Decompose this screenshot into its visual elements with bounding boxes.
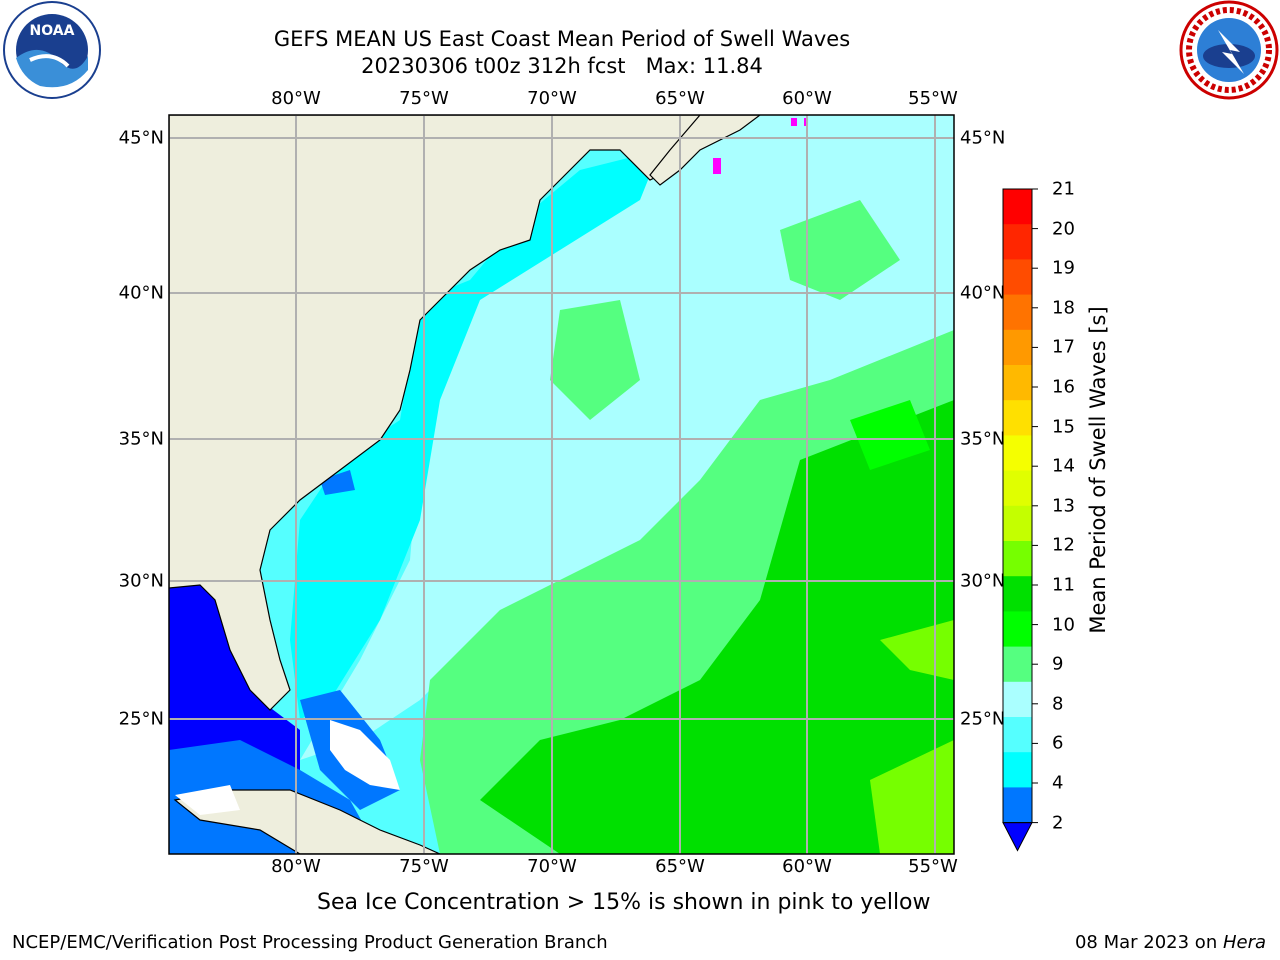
colorbar-segment [1003,787,1032,824]
lat-label-left: 45°N [118,127,164,149]
footer-date-text: 08 Mar 2023 on [1074,932,1223,953]
lat-label-right: 30°N [960,570,1006,592]
colorbar-segment [1003,329,1032,366]
colorbar-segment [1003,611,1032,648]
noaa-logo-icon: NOAA [3,1,101,99]
lat-label-left: 25°N [118,708,164,730]
lat-label-left: 30°N [118,570,164,592]
colorbar-segment [1003,470,1032,507]
colorbar-segment [1003,189,1032,225]
colorbar-segment [1003,259,1032,296]
colorbar-segment [1003,224,1032,260]
colorbar-segment [1003,576,1032,612]
national-weather-service-logo-icon [1179,0,1279,100]
lat-label-left: 40°N [118,282,164,304]
lon-label-top: 70°W [527,88,577,109]
colorbar [1002,188,1038,852]
colorbar-segment [1003,400,1032,436]
colorbar-tick-label: 10 [1052,614,1075,636]
colorbar-segment [1003,681,1032,718]
colorbar-tick-label: 17 [1052,336,1075,358]
colorbar-segment [1003,541,1032,577]
colorbar-tick-label: 20 [1052,218,1075,240]
sea-ice-note: Sea Ice Concentration > 15% is shown in … [317,890,931,915]
lat-label-right: 35°N [960,428,1006,450]
colorbar-tick-label: 19 [1052,257,1075,279]
colorbar-segment [1003,294,1032,331]
lon-label-bottom: 55°W [908,856,958,877]
colorbar-tick-label: 21 [1052,178,1075,200]
colorbar-tick-label: 12 [1052,534,1075,556]
lon-label-bottom: 70°W [527,856,577,877]
colorbar-segment [1003,646,1032,683]
lon-label-top: 65°W [655,88,705,109]
lon-label-bottom: 80°W [271,856,321,877]
colorbar-tick-label: 8 [1052,693,1064,715]
colorbar-segment [1003,435,1032,472]
noaa-logo-text: NOAA [30,23,75,39]
lon-label-bottom: 60°W [782,856,832,877]
lon-label-top: 55°W [908,88,958,109]
colorbar-tick-label: 18 [1052,297,1075,319]
colorbar-tick-label: 9 [1052,653,1064,675]
page-title: GEFS MEAN US East Coast Mean Period of S… [273,27,851,51]
lat-label-right: 45°N [960,127,1006,149]
lat-label-right: 25°N [960,708,1006,730]
colorbar-tick-label: 16 [1052,376,1075,398]
footer-credit: NCEP/EMC/Verification Post Processing Pr… [12,932,608,953]
lon-label-top: 75°W [399,88,449,109]
map-gridlines [169,115,954,854]
colorbar-tick-label: 14 [1052,455,1075,477]
lon-label-top: 80°W [271,88,321,109]
colorbar-tick-label: 4 [1052,772,1064,794]
colorbar-label: Mean Period of Swell Waves [s] [1086,306,1110,634]
colorbar-tick-label: 15 [1052,416,1075,438]
colorbar-tick-label: 2 [1052,812,1064,834]
colorbar-tick-label: 11 [1052,574,1075,596]
colorbar-segment [1003,752,1032,788]
colorbar-under-arrow [1002,822,1033,852]
colorbar-tick-label: 13 [1052,495,1075,517]
colorbar-segment [1003,717,1032,753]
map-frame [168,114,955,855]
lat-label-left: 35°N [118,428,164,450]
lon-label-top: 60°W [782,88,832,109]
lat-label-right: 40°N [960,282,1006,304]
colorbar-segment [1003,365,1032,401]
page-subtitle: 20230306 t00z 312h fcst Max: 11.84 [361,54,763,78]
footer-host: Hera [1222,932,1266,953]
lon-label-bottom: 75°W [399,856,449,877]
colorbar-segment [1003,505,1032,542]
colorbar-tick-label: 6 [1052,732,1064,754]
footer-date: 08 Mar 2023 on Hera [1075,932,1266,953]
lon-label-bottom: 65°W [655,856,705,877]
map-field [169,115,954,854]
